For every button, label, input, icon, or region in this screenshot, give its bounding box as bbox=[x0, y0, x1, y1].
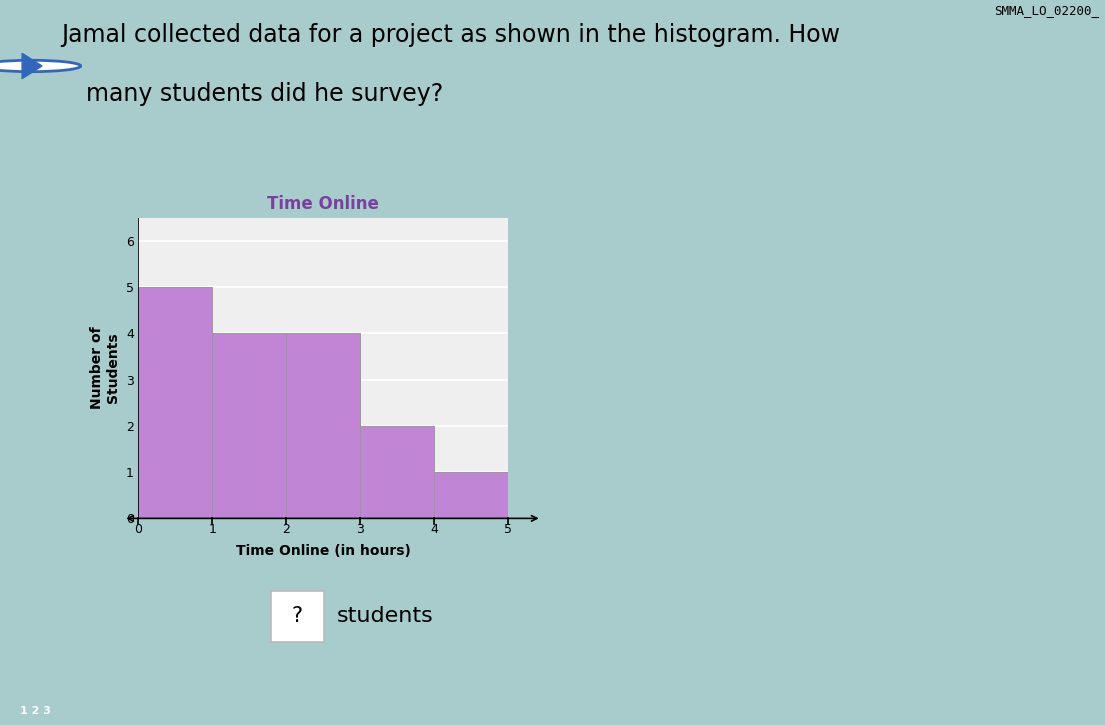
Bar bbox=[286, 334, 360, 518]
Circle shape bbox=[0, 60, 81, 72]
Bar bbox=[434, 472, 508, 518]
Text: students: students bbox=[337, 606, 434, 626]
Polygon shape bbox=[22, 54, 42, 79]
Text: Jamal collected data for a project as shown in the histogram. How: Jamal collected data for a project as sh… bbox=[61, 23, 840, 47]
Bar bbox=[360, 426, 434, 518]
Bar bbox=[138, 287, 212, 518]
X-axis label: Time Online (in hours): Time Online (in hours) bbox=[235, 544, 411, 558]
Text: many students did he survey?: many students did he survey? bbox=[86, 83, 443, 107]
Title: Time Online: Time Online bbox=[267, 195, 379, 213]
Bar bbox=[212, 334, 286, 518]
Text: SMMA_LO_02200_: SMMA_LO_02200_ bbox=[994, 4, 1099, 17]
Y-axis label: Number of
Students: Number of Students bbox=[91, 327, 120, 409]
Text: ?: ? bbox=[292, 606, 303, 626]
Text: 1 2 3: 1 2 3 bbox=[21, 706, 51, 716]
